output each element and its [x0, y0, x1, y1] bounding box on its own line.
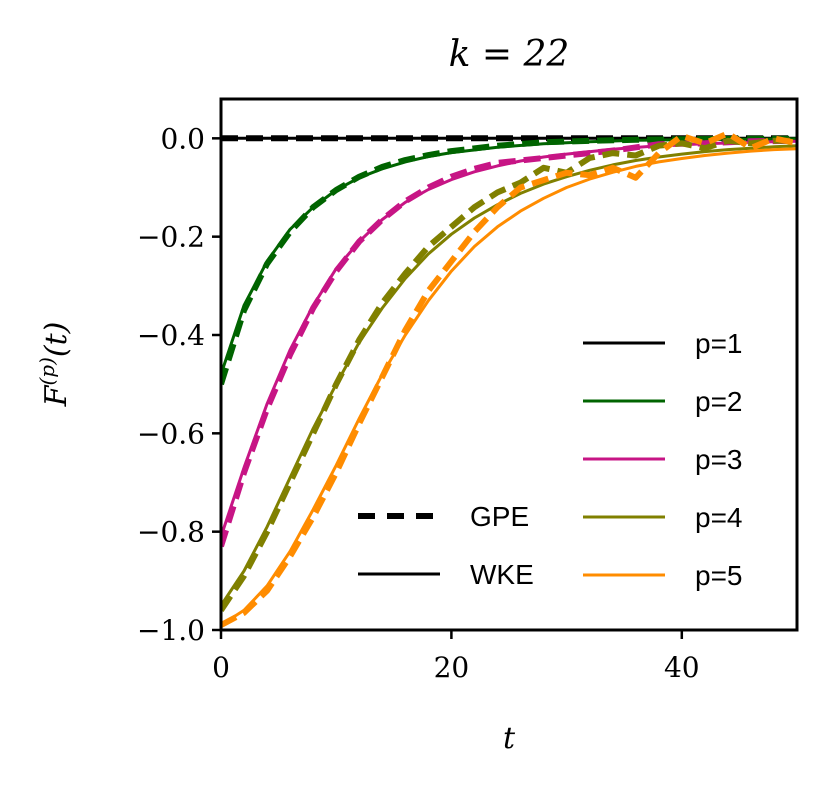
- svg-text:F(p)(t): F(p)(t): [35, 322, 74, 408]
- y-tick-label: 0.0: [160, 122, 205, 155]
- y-axis-label: F(p)(t): [35, 322, 74, 408]
- legend-line-styles: GPE WKE: [358, 501, 534, 590]
- y-tick-label: −1.0: [137, 614, 205, 647]
- legend-p5-label: p=5: [695, 560, 743, 591]
- series-layer: [221, 130, 797, 628]
- series-p3-wke-line: [221, 139, 797, 538]
- x-axis-label: t: [503, 721, 516, 756]
- legend-wke-label: WKE: [470, 559, 534, 590]
- series-p5-wke-line: [221, 147, 797, 627]
- y-tick-label: −0.4: [137, 319, 205, 352]
- legend-p2-label: p=2: [695, 386, 743, 417]
- legend-series: p=1 p=2 p=3 p=4 p=5: [583, 328, 743, 591]
- x-tick-label: 0: [212, 651, 230, 684]
- series-p4-gpe-line: [221, 137, 797, 612]
- x-tick-label: 40: [664, 651, 700, 684]
- series-p2-gpe-line: [221, 135, 797, 386]
- legend-p1-label: p=1: [695, 328, 743, 359]
- series-p3-gpe-line: [221, 137, 797, 548]
- legend-p4-label: p=4: [695, 502, 743, 533]
- plot-frame: [219, 97, 799, 632]
- series-p5-gpe-line: [221, 130, 797, 628]
- x-ticks: 0 20 40: [212, 630, 700, 684]
- legend-gpe-label: GPE: [470, 501, 529, 532]
- legend-p3-label: p=3: [695, 444, 743, 475]
- y-tick-label: −0.2: [137, 221, 205, 254]
- x-tick-label: 20: [434, 651, 470, 684]
- y-tick-label: −0.8: [137, 516, 205, 549]
- y-ticks: 0.0 −0.2 −0.4 −0.6 −0.8 −1.0: [137, 122, 221, 647]
- chart-title: k = 22: [449, 34, 570, 75]
- y-tick-label: −0.6: [137, 417, 205, 450]
